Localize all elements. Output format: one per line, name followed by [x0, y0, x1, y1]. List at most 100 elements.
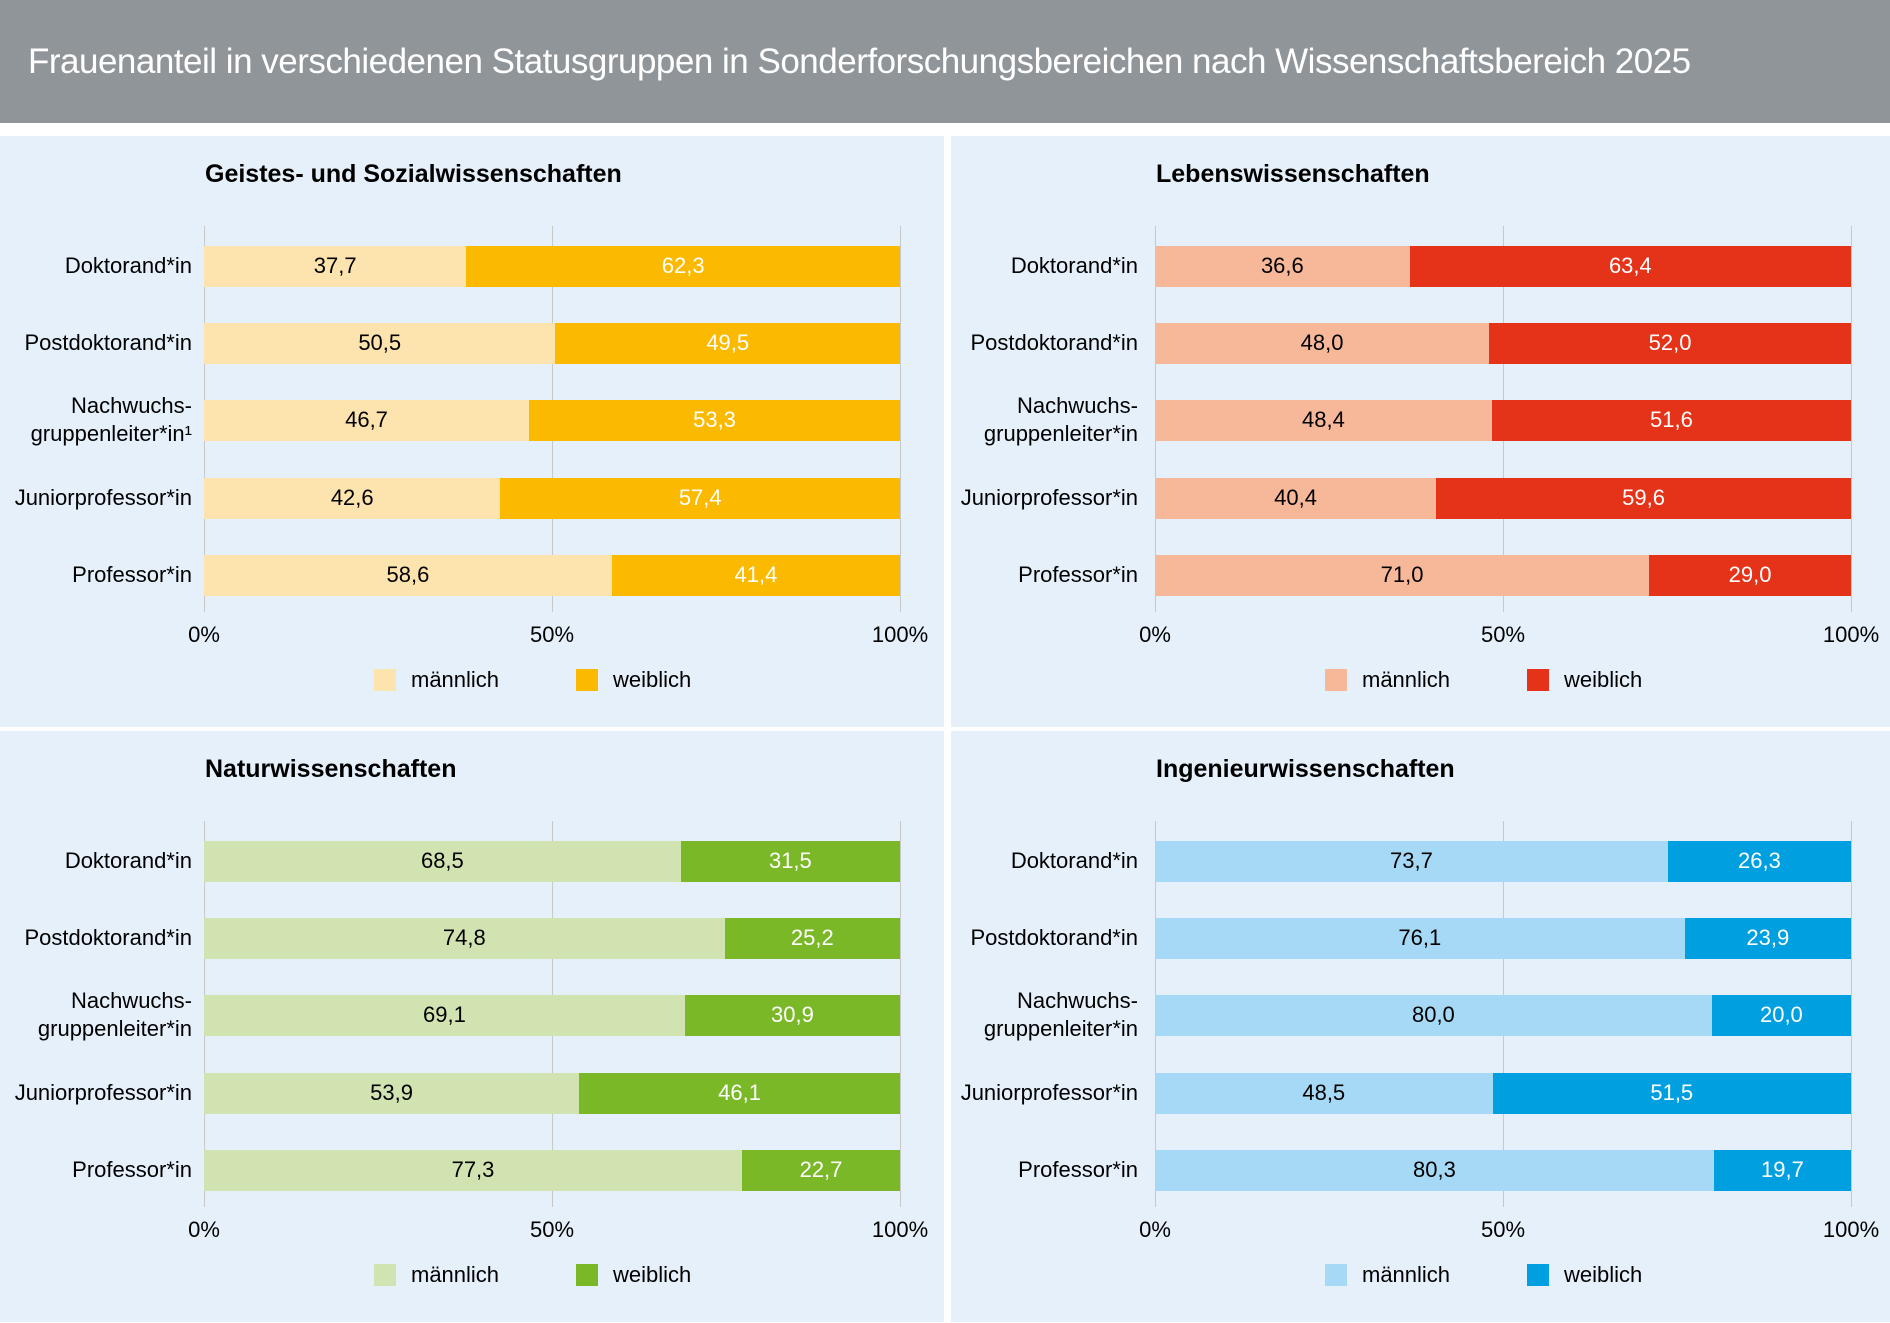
bar-segment: [204, 245, 467, 287]
x-tick-label: 100%: [871, 622, 929, 647]
bar-segment: [204, 1149, 742, 1191]
y-tick-label: Juniorprofessor*in: [14, 485, 192, 510]
bar-segment: [1713, 1149, 1851, 1191]
y-tick-label: Professor*in: [1018, 562, 1138, 587]
legend-swatch: [576, 1264, 598, 1286]
value-label: 48,4: [1302, 407, 1345, 432]
bar-segment: [204, 477, 501, 519]
x-tick-label: 50%: [1480, 1217, 1526, 1242]
y-tick-label: Professor*in: [1018, 1157, 1138, 1182]
y-tick-label: Nachwuchs- gruppenleiter*in¹: [30, 393, 192, 446]
value-label: 74,8: [442, 925, 486, 950]
legend-swatch: [576, 669, 598, 691]
value-label: 57,4: [678, 485, 722, 510]
title-bar: Frauenanteil in verschiedenen Statusgrup…: [0, 0, 1890, 123]
bar-segment: [1667, 840, 1851, 882]
value-label: 52,0: [1648, 330, 1692, 355]
value-label: 58,6: [386, 562, 430, 587]
x-tick-label: 100%: [1822, 622, 1880, 647]
value-label: 59,6: [1622, 485, 1665, 510]
y-tick-label: Doktorand*in: [1010, 848, 1138, 873]
bar-segment: [1684, 917, 1851, 959]
value-label: 37,7: [313, 253, 357, 278]
value-label: 41,4: [734, 562, 778, 587]
bar-segment: [1155, 1072, 1493, 1114]
y-tick-label: Postdoktorand*in: [24, 925, 192, 950]
bar-segment: [1155, 477, 1437, 519]
chart-panel: Geistes- und Sozialwissenschaften 0% 50% 10…: [0, 136, 944, 727]
value-label: 51,6: [1650, 407, 1693, 432]
legend-label: männlich: [1362, 667, 1451, 692]
bar-segment: [204, 840, 681, 882]
value-label: 69,1: [423, 1002, 466, 1027]
value-label: 50,5: [358, 330, 402, 355]
bar-segment: [204, 554, 612, 596]
value-label: 68,5: [420, 848, 464, 873]
y-tick-label: Postdoktorand*in: [970, 330, 1138, 355]
y-tick-label: Doktorand*in: [64, 848, 192, 873]
panel-title: Lebenswissenschaften: [1156, 160, 1430, 188]
value-label: 19,7: [1761, 1157, 1804, 1182]
bar-segment: [1436, 477, 1851, 519]
bar-segment: [1409, 245, 1851, 287]
grid-line: [1850, 226, 1852, 612]
bar-segment: [1155, 554, 1650, 596]
grid-line: [899, 226, 901, 612]
x-tick-label: 0%: [1139, 1217, 1171, 1242]
value-label: 71,0: [1380, 562, 1424, 587]
y-tick-label: Nachwuchs- gruppenleiter*in: [983, 393, 1138, 446]
legend-label: männlich: [411, 667, 500, 692]
legend-label: weiblich: [613, 667, 692, 692]
panel-title: Geistes- und Sozialwissenschaften: [205, 160, 622, 188]
value-label: 80,3: [1413, 1157, 1456, 1182]
bar-segment: [204, 322, 556, 364]
value-label: 31,5: [768, 848, 812, 873]
chart-panel: Lebenswissenschaften 0% 50% 100% Doktorand*i…: [951, 136, 1890, 727]
bar-segment: [500, 477, 900, 519]
value-label: 53,9: [370, 1080, 413, 1105]
value-label: 20,0: [1759, 1002, 1803, 1027]
legend-swatch: [1325, 1264, 1347, 1286]
value-label: 63,4: [1608, 253, 1652, 278]
bar-segment: [466, 245, 900, 287]
x-tick-label: 100%: [871, 1217, 929, 1242]
bar-segment: [204, 399, 530, 441]
bar-segment: [555, 322, 900, 364]
value-label: 46,1: [718, 1080, 761, 1105]
y-tick-label: Professor*in: [72, 562, 192, 587]
bar-segment: [1155, 322, 1490, 364]
y-tick-label: Postdoktorand*in: [24, 330, 192, 355]
legend-swatch: [374, 1264, 396, 1286]
legend-swatch: [1527, 1264, 1549, 1286]
value-label: 53,3: [693, 407, 736, 432]
chart-panel: Naturwissenschaften 0% 50% 100% Doktorand*in…: [0, 731, 944, 1322]
y-tick-label: Nachwuchs- gruppenleiter*in: [983, 988, 1138, 1041]
legend-label: männlich: [411, 1262, 500, 1287]
value-label: 29,0: [1728, 562, 1772, 587]
legend-swatch: [1527, 669, 1549, 691]
y-tick-label: Juniorprofessor*in: [14, 1080, 192, 1105]
legend-swatch: [374, 669, 396, 691]
value-label: 22,7: [799, 1157, 843, 1182]
legend-label: weiblich: [1564, 1262, 1643, 1287]
panel-title: Ingenieurwissenschaften: [1156, 755, 1455, 783]
bar-segment: [1155, 994, 1712, 1036]
bar-segment: [529, 399, 900, 441]
x-tick-label: 0%: [1139, 622, 1171, 647]
value-label: 30,9: [771, 1002, 814, 1027]
y-tick-label: Juniorprofessor*in: [960, 485, 1138, 510]
value-label: 25,2: [790, 925, 834, 950]
value-label: 76,1: [1398, 925, 1442, 950]
bar-segment: [1492, 1072, 1851, 1114]
panel-title: Naturwissenschaften: [205, 755, 457, 783]
value-label: 40,4: [1274, 485, 1317, 510]
value-label: 51,5: [1650, 1080, 1694, 1105]
chart-panel: Ingenieurwissenschaften 0% 50% 100% Doktoran…: [951, 731, 1890, 1322]
page-title: Frauenanteil in verschiedenen Statusgrup…: [28, 42, 1691, 81]
y-tick-label: Postdoktorand*in: [970, 925, 1138, 950]
bar-segment: [1155, 399, 1492, 441]
y-tick-label: Doktorand*in: [64, 253, 192, 278]
bar-segment: [204, 917, 725, 959]
grid-line: [899, 821, 901, 1207]
